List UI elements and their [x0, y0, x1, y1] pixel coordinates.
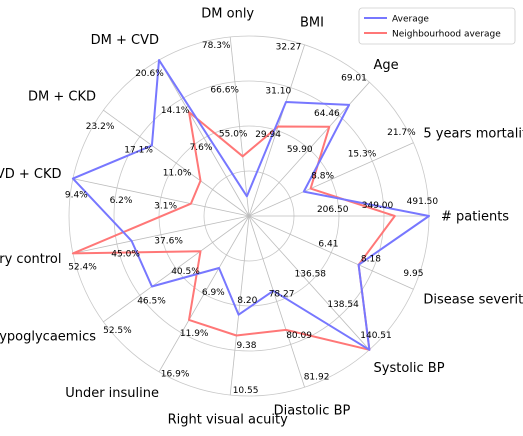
tick-label: 80.09: [286, 331, 312, 341]
tick-label: 6.41: [318, 240, 338, 250]
spoke-8: [72, 178, 250, 217]
tick-label: 17.1%: [124, 145, 153, 155]
tick-label: 29.94: [255, 130, 281, 140]
axis-label: Diastolic BP: [274, 404, 351, 419]
tick-label: 491.50: [407, 197, 439, 207]
tick-label: 9.38: [236, 341, 256, 351]
tick-label: 3.1%: [154, 202, 177, 212]
tick-label: 37.6%: [154, 236, 183, 246]
spoke-13: [248, 215, 305, 388]
tick-label: 9.95: [403, 269, 423, 279]
series-line-average: [71, 59, 430, 351]
axis-label: BMI: [300, 16, 324, 31]
tick-label: 78.3%: [202, 41, 231, 51]
tick-label: 69.01: [341, 73, 367, 83]
series-line-neighbourhood-average: [71, 111, 396, 351]
spoke-9: [72, 215, 250, 254]
legend-frame: [358, 7, 516, 45]
radar-axis-labels: # patients 5 years mortality Age BMI DM only…: [0, 7, 523, 428]
tick-label: 138.54: [327, 300, 359, 310]
axis-label: Right visual acuity: [168, 412, 288, 427]
spoke-11: [158, 215, 250, 373]
tick-label: 46.5%: [137, 296, 166, 306]
axis-label: Systolic BP: [374, 361, 445, 376]
tick-label: 15.3%: [348, 150, 377, 160]
tick-label: 16.9%: [161, 370, 190, 380]
tick-label: 81.92: [304, 372, 330, 382]
spoke-10: [103, 215, 250, 323]
tick-label: 14.1%: [161, 106, 190, 116]
radar-tick-labels: 206.50 349.00 491.50 8.8% 15.3% 21.7% 59.90 64.…: [65, 41, 439, 396]
tick-label: 23.2%: [86, 122, 115, 132]
tick-label: 7.6%: [190, 143, 213, 153]
axis-label: Under insuline: [65, 386, 159, 401]
tick-label: 32.27: [276, 43, 302, 53]
tick-label: 10.55: [233, 386, 259, 396]
axis-label: Age: [374, 58, 399, 73]
tick-label: 6.2%: [110, 196, 133, 206]
axis-label: Dietary control: [0, 252, 62, 267]
spoke-4: [248, 44, 305, 217]
axis-label: DM only: [201, 7, 254, 22]
tick-label: 21.7%: [387, 128, 416, 138]
tick-label: 136.58: [295, 269, 327, 279]
spoke-15: [248, 215, 414, 290]
tick-label: 20.6%: [135, 69, 164, 79]
spoke-12: [229, 215, 250, 396]
tick-label: 11.0%: [163, 169, 192, 179]
axis-label: # patients: [441, 210, 509, 225]
tick-label: 140.51: [360, 331, 392, 341]
tick-label: 6.9%: [202, 288, 225, 298]
legend-label-neighbourhood: Neighbourhood average: [392, 30, 501, 40]
tick-label: 31.10: [265, 86, 291, 96]
legend-label-average: Average: [392, 15, 429, 25]
tick-label: 8.20: [237, 296, 257, 306]
tick-label: 206.50: [317, 205, 349, 215]
axis-label: Under oral hypoglycaemics: [0, 329, 96, 344]
tick-label: 8.8%: [311, 171, 334, 181]
spoke-6: [158, 59, 250, 217]
axis-label: DM + CVD: [91, 33, 159, 48]
tick-label: 55.0%: [219, 130, 248, 140]
tick-label: 45.0%: [111, 249, 140, 259]
tick-label: 52.5%: [103, 326, 132, 336]
spoke-7: [103, 109, 250, 217]
spoke-2: [248, 142, 414, 217]
tick-label: 59.90: [287, 145, 313, 155]
tick-label: 349.00: [362, 201, 394, 211]
tick-label: 52.4%: [68, 263, 97, 273]
tick-label: 78.27: [269, 289, 295, 299]
spoke-5: [229, 36, 250, 217]
legend: Average Neighbourhood average: [358, 7, 516, 45]
axis-label: 5 years mortality: [423, 127, 523, 142]
tick-label: 11.9%: [180, 329, 209, 339]
tick-label: 9.4%: [65, 190, 88, 200]
tick-label: 66.6%: [210, 85, 239, 95]
axis-label: DM + CVD + CKD: [0, 167, 62, 182]
axis-label: DM + CKD: [28, 90, 96, 105]
tick-label: 64.46: [314, 109, 340, 119]
spoke-14: [248, 215, 370, 351]
radar-series: [71, 59, 430, 351]
axis-label: Disease severity: [423, 293, 523, 308]
tick-label: 8.18: [361, 254, 381, 264]
tick-label: 40.5%: [171, 267, 200, 277]
